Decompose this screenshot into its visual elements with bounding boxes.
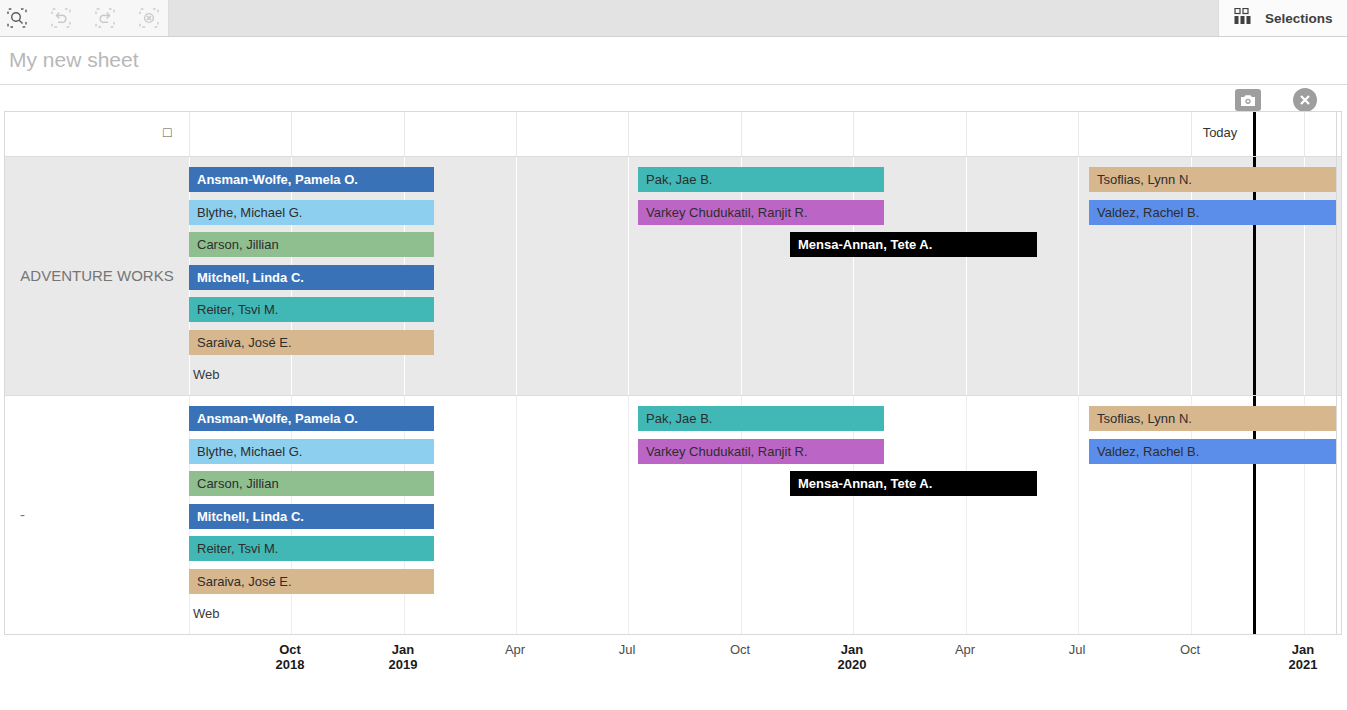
smart-search-icon[interactable] xyxy=(6,7,28,29)
app-toolbar: Selections xyxy=(0,0,1347,37)
selections-label: Selections xyxy=(1265,11,1333,26)
clear-selections-icon[interactable] xyxy=(138,7,160,29)
grid-right-edge xyxy=(1336,112,1337,634)
grid-line xyxy=(291,112,292,156)
gantt-bar[interactable]: Ansman-Wolfe, Pamela O. xyxy=(189,167,434,192)
gantt-bar[interactable]: Mitchell, Linda C. xyxy=(189,265,434,290)
axis-tick: Oct2018 xyxy=(245,642,335,672)
row-separator xyxy=(5,395,1341,396)
snapshot-camera-button[interactable] xyxy=(1235,89,1261,111)
grid-line xyxy=(628,395,629,634)
web-row-label: Web xyxy=(193,601,220,626)
grid-line xyxy=(966,156,967,395)
axis-tick: Jul xyxy=(582,642,672,657)
step-back-icon[interactable] xyxy=(50,7,72,29)
grid-line xyxy=(966,112,967,156)
close-icon xyxy=(1300,95,1310,105)
selections-grid-icon xyxy=(1234,8,1252,28)
camera-icon xyxy=(1240,94,1256,107)
grid-line xyxy=(853,112,854,156)
step-forward-icon[interactable] xyxy=(94,7,116,29)
axis-tick: Jan2020 xyxy=(807,642,897,672)
axis-tick-month: Jul xyxy=(619,642,636,657)
axis-tick-month: Jul xyxy=(1069,642,1086,657)
grid-line xyxy=(966,395,967,634)
gantt-bar[interactable]: Blythe, Michael G. xyxy=(189,200,434,225)
axis-tick-month: Oct xyxy=(730,642,750,657)
axis-tick-month: Apr xyxy=(955,642,975,657)
gantt-bar[interactable]: Mitchell, Linda C. xyxy=(189,504,434,529)
gantt-bar[interactable]: Varkey Chudukatil, Ranjit R. xyxy=(638,200,884,225)
sheet-title[interactable]: My new sheet xyxy=(9,48,139,72)
gantt-bar[interactable]: Varkey Chudukatil, Ranjit R. xyxy=(638,439,884,464)
gantt-bar[interactable]: Saraiva, José E. xyxy=(189,569,434,594)
axis-tick-year: 2021 xyxy=(1258,657,1347,672)
axis-tick-month: Apr xyxy=(505,642,525,657)
selections-button[interactable]: Selections xyxy=(1218,0,1347,36)
grid-line xyxy=(404,112,405,156)
axis-tick: Oct xyxy=(695,642,785,657)
axis-tick: Jan2021 xyxy=(1258,642,1347,672)
gantt-bar[interactable]: Blythe, Michael G. xyxy=(189,439,434,464)
gantt-bar[interactable]: Ansman-Wolfe, Pamela O. xyxy=(189,406,434,431)
axis-tick-month: Jan xyxy=(1292,642,1314,657)
axis-tick: Apr xyxy=(470,642,560,657)
group-label[interactable]: ADVENTURE WORKS xyxy=(5,156,189,395)
axis-tick: Apr xyxy=(920,642,1010,657)
axis-tick-month: Jan xyxy=(841,642,863,657)
axis-tick-month: Oct xyxy=(279,642,301,657)
gantt-header-row: □ Today xyxy=(5,112,1341,156)
gantt-bar[interactable]: Mensa-Annan, Tete A. xyxy=(790,471,1037,496)
sheet-title-bar: My new sheet xyxy=(0,37,1347,85)
gantt-bar[interactable]: Valdez, Rachel B. xyxy=(1089,200,1336,225)
gantt-bar[interactable]: Reiter, Tsvi M. xyxy=(189,297,434,322)
group-label[interactable]: - xyxy=(5,395,189,634)
gantt-bar[interactable]: Pak, Jae B. xyxy=(638,406,884,431)
axis-tick: Jul xyxy=(1032,642,1122,657)
selection-toolbar xyxy=(0,0,169,36)
time-axis: Oct2018Jan2019AprJulOctJan2020AprJulOctJ… xyxy=(4,642,1340,684)
grid-line xyxy=(1304,112,1305,156)
missing-glyph-box: □ xyxy=(163,124,171,140)
gantt-bar[interactable]: Reiter, Tsvi M. xyxy=(189,536,434,561)
gantt-bar[interactable]: Tsoflias, Lynn N. xyxy=(1089,406,1336,431)
axis-tick-month: Oct xyxy=(1180,642,1200,657)
grid-line xyxy=(189,112,190,156)
axis-tick-year: 2018 xyxy=(245,657,335,672)
gantt-bar[interactable]: Carson, Jillian xyxy=(189,232,434,257)
grid-line xyxy=(628,112,629,156)
axis-tick-month: Jan xyxy=(392,642,414,657)
axis-tick: Oct xyxy=(1145,642,1235,657)
grid-line xyxy=(1078,395,1079,634)
gantt-bar[interactable]: Valdez, Rachel B. xyxy=(1089,439,1336,464)
grid-line xyxy=(516,156,517,395)
gantt-bar[interactable]: Tsoflias, Lynn N. xyxy=(1089,167,1336,192)
gantt-bar[interactable]: Mensa-Annan, Tete A. xyxy=(790,232,1037,257)
gantt-bar[interactable]: Saraiva, José E. xyxy=(189,330,434,355)
grid-line xyxy=(1078,112,1079,156)
gantt-band: -Ansman-Wolfe, Pamela O. Blythe, Michael … xyxy=(5,395,1341,634)
gantt-bar[interactable]: Pak, Jae B. xyxy=(638,167,884,192)
gantt-chart: □ Today ADVENTURE WORKSAnsman-Wolfe, Pam… xyxy=(4,111,1342,635)
grid-line xyxy=(516,395,517,634)
web-row-label: Web xyxy=(193,362,220,387)
row-separator xyxy=(5,156,1341,157)
axis-tick-year: 2019 xyxy=(358,657,448,672)
today-label: Today xyxy=(1191,125,1249,140)
grid-line xyxy=(516,112,517,156)
axis-tick: Jan2019 xyxy=(358,642,448,672)
grid-line xyxy=(628,156,629,395)
close-button[interactable] xyxy=(1293,88,1317,112)
gantt-bar[interactable]: Carson, Jillian xyxy=(189,471,434,496)
grid-line xyxy=(741,112,742,156)
gantt-band: ADVENTURE WORKSAnsman-Wolfe, Pamela O. Bl… xyxy=(5,156,1341,395)
grid-line xyxy=(1078,156,1079,395)
axis-tick-year: 2020 xyxy=(807,657,897,672)
